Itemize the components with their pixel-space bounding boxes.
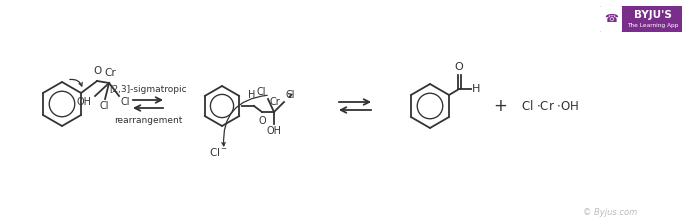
Text: Cl: Cl	[99, 101, 109, 111]
Text: Cr: Cr	[269, 97, 280, 107]
Text: © Byjus.com: © Byjus.com	[583, 207, 637, 217]
Text: The Learning App: The Learning App	[627, 23, 679, 28]
FancyBboxPatch shape	[600, 6, 622, 32]
Text: Cl $\cdot$Cr $\cdot$OH: Cl $\cdot$Cr $\cdot$OH	[521, 99, 579, 113]
Text: H: H	[248, 90, 256, 100]
FancyArrowPatch shape	[288, 94, 292, 97]
Text: Cr: Cr	[104, 68, 116, 78]
Text: OH: OH	[76, 97, 91, 107]
Text: O: O	[258, 116, 266, 126]
Text: BYJU'S: BYJU'S	[634, 10, 672, 20]
Text: Cl: Cl	[256, 87, 266, 97]
FancyArrowPatch shape	[222, 95, 267, 146]
Text: OH: OH	[267, 126, 282, 136]
Text: Cl: Cl	[285, 90, 294, 100]
Text: +: +	[493, 97, 507, 115]
Text: O: O	[455, 62, 464, 72]
Text: rearrangement: rearrangement	[114, 116, 182, 125]
Text: Cl: Cl	[120, 97, 130, 107]
Text: ☎: ☎	[604, 14, 618, 24]
Text: Cl$^-$: Cl$^-$	[209, 146, 227, 158]
Text: O: O	[93, 66, 101, 76]
Text: [2,3]-sigmatropic: [2,3]-sigmatropic	[109, 84, 187, 93]
Text: H: H	[472, 84, 480, 94]
FancyBboxPatch shape	[600, 6, 682, 32]
FancyArrowPatch shape	[70, 80, 82, 86]
